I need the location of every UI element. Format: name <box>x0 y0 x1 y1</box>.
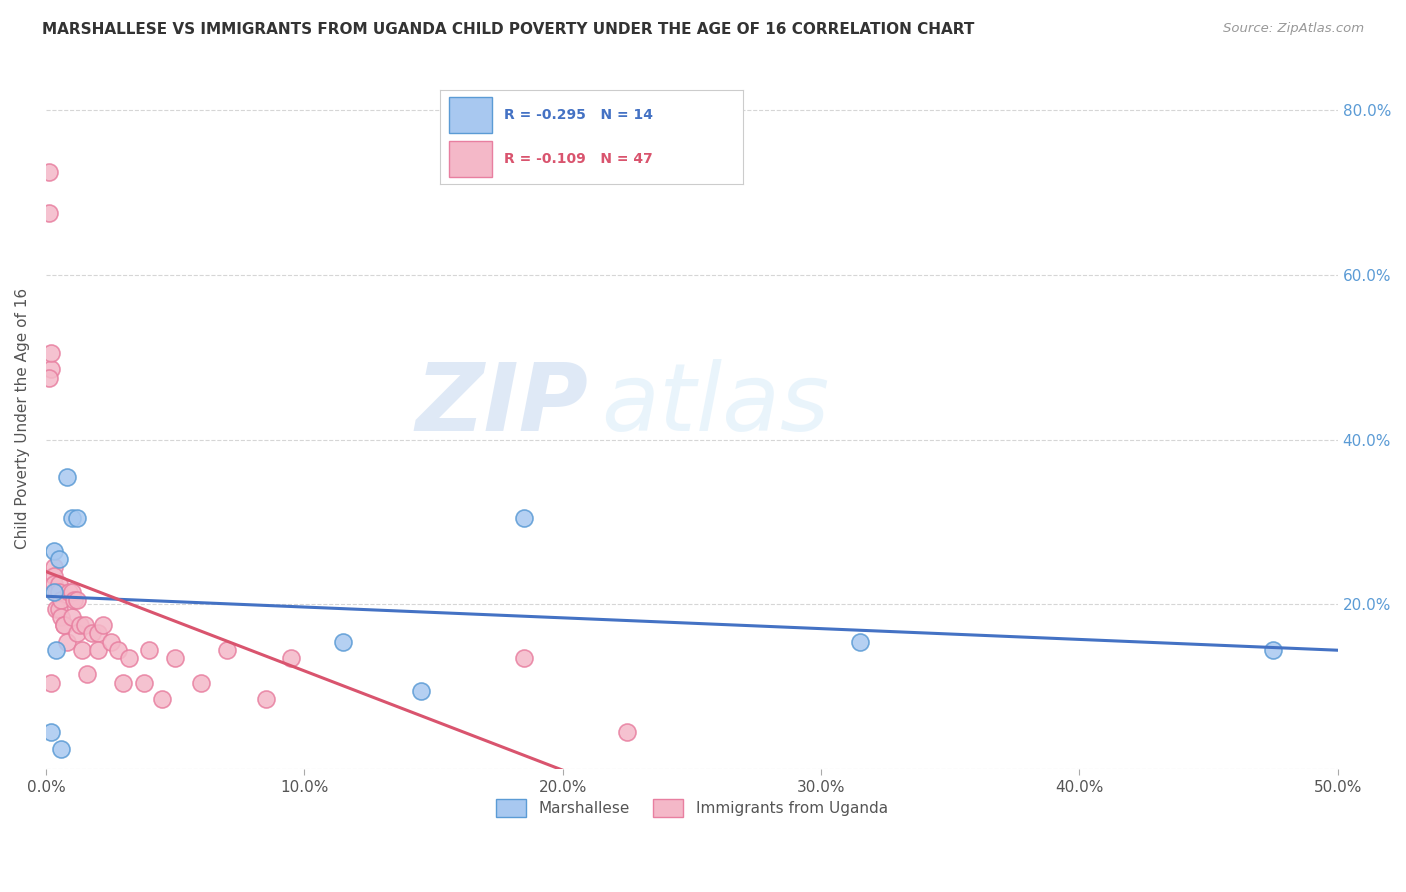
Point <box>53 618 76 632</box>
Point <box>86 626 108 640</box>
Point <box>107 642 129 657</box>
Point <box>100 634 122 648</box>
Point <box>150 692 173 706</box>
Point <box>82 626 104 640</box>
Point <box>39 362 62 376</box>
Point <box>190 675 212 690</box>
Point <box>58 585 80 599</box>
Point <box>66 626 89 640</box>
Point <box>91 618 114 632</box>
Point <box>42 585 65 599</box>
Point <box>60 511 83 525</box>
Point <box>55 469 77 483</box>
Point <box>53 618 76 632</box>
Point <box>513 651 536 665</box>
Point <box>38 206 60 220</box>
Point <box>51 593 73 607</box>
Point <box>42 568 65 582</box>
Point <box>215 642 238 657</box>
Point <box>42 560 65 574</box>
Point <box>254 692 277 706</box>
Point <box>117 651 139 665</box>
Text: Source: ZipAtlas.com: Source: ZipAtlas.com <box>1223 22 1364 36</box>
Point <box>39 725 62 739</box>
Point <box>332 634 354 648</box>
Point <box>112 675 135 690</box>
Text: ZIP: ZIP <box>416 359 589 450</box>
Point <box>45 601 67 615</box>
Point <box>42 576 65 591</box>
Point <box>51 741 73 756</box>
Point <box>616 725 638 739</box>
Point <box>55 634 77 648</box>
Point <box>1261 642 1284 657</box>
Text: MARSHALLESE VS IMMIGRANTS FROM UGANDA CHILD POVERTY UNDER THE AGE OF 16 CORRELAT: MARSHALLESE VS IMMIGRANTS FROM UGANDA CH… <box>42 22 974 37</box>
Point <box>38 164 60 178</box>
Point <box>280 651 302 665</box>
Point <box>48 585 70 599</box>
Point <box>39 675 62 690</box>
Legend: Marshallese, Immigrants from Uganda: Marshallese, Immigrants from Uganda <box>488 792 896 825</box>
Point <box>73 618 96 632</box>
Point <box>45 585 67 599</box>
Point <box>165 651 187 665</box>
Point <box>38 370 60 384</box>
Point <box>134 675 156 690</box>
Point <box>69 618 91 632</box>
Point <box>70 642 93 657</box>
Point <box>66 511 89 525</box>
Point <box>48 552 70 566</box>
Point <box>86 642 108 657</box>
Point <box>66 593 89 607</box>
Point <box>76 667 98 681</box>
Point <box>513 511 536 525</box>
Point <box>60 585 83 599</box>
Point <box>45 642 67 657</box>
Point <box>51 609 73 624</box>
Point <box>848 634 870 648</box>
Y-axis label: Child Poverty Under the Age of 16: Child Poverty Under the Age of 16 <box>15 288 30 549</box>
Point <box>60 609 83 624</box>
Point <box>138 642 160 657</box>
Point <box>48 576 70 591</box>
Text: atlas: atlas <box>602 359 830 450</box>
Point <box>42 544 65 558</box>
Point <box>48 601 70 615</box>
Point <box>409 684 432 698</box>
Point <box>63 593 86 607</box>
Point <box>39 346 62 360</box>
